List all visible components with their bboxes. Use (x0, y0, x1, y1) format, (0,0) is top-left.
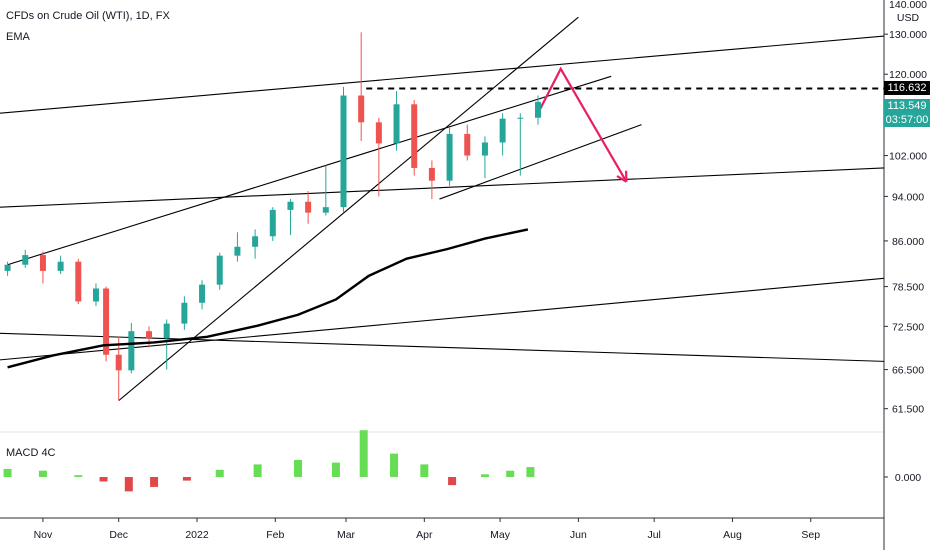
macd-bar (183, 477, 191, 481)
candle-body[interactable] (217, 256, 223, 285)
symbol-title[interactable]: CFDs on Crude Oil (WTI), 1D, FX (6, 10, 170, 22)
macd-bar (254, 464, 262, 477)
candle-body[interactable] (5, 265, 11, 271)
candle-body[interactable] (270, 210, 276, 236)
macd-bar (150, 477, 158, 487)
candle-body[interactable] (128, 331, 134, 370)
time-tick-label: Dec (109, 529, 128, 541)
candle-body[interactable] (116, 355, 122, 371)
time-tick-label: Jul (647, 529, 660, 541)
price-tick-label: 102.000 (889, 151, 927, 163)
time-tick-label: Jun (570, 529, 587, 541)
current-level-tag: 116.632 (884, 81, 930, 95)
macd-bar (481, 474, 489, 477)
price-tick-label: 130.000 (889, 29, 927, 41)
axes-layer[interactable]: 130.000120.000110.000102.00094.00086.000… (34, 0, 928, 541)
macd-bar (216, 470, 224, 477)
candle-body[interactable] (146, 331, 152, 338)
price-tick-label: 66.500 (892, 365, 924, 377)
ema-line[interactable] (8, 229, 528, 367)
chart-frame (0, 0, 884, 550)
macd-layer (4, 430, 535, 491)
macd-bar (4, 469, 12, 477)
candle-body[interactable] (517, 118, 523, 119)
macd-legend[interactable]: MACD 4C (6, 447, 56, 459)
time-tick-label: Feb (266, 529, 284, 541)
candle-body[interactable] (411, 104, 417, 168)
candle-body[interactable] (40, 255, 46, 271)
price-tick-label: 61.500 (892, 404, 924, 416)
candle-body[interactable] (181, 303, 187, 324)
macd-bar (506, 471, 514, 477)
candle-body[interactable] (287, 202, 293, 210)
candle-body[interactable] (482, 142, 488, 155)
candle-body[interactable] (500, 119, 506, 143)
candle-body[interactable] (358, 96, 364, 123)
time-tick-label: Nov (34, 529, 53, 541)
candle-body[interactable] (22, 255, 28, 265)
candle-body[interactable] (164, 324, 170, 339)
candle-body[interactable] (376, 122, 382, 143)
currency-label[interactable]: USD (897, 12, 920, 24)
candle-body[interactable] (305, 202, 311, 213)
candle-body[interactable] (58, 262, 64, 271)
macd-bar (294, 460, 302, 477)
candle-body[interactable] (252, 236, 258, 246)
macd-bar (526, 467, 534, 477)
macd-bar (125, 477, 133, 491)
candle-body[interactable] (464, 134, 470, 156)
macd-bar (332, 463, 340, 477)
price-tick-label: 120.000 (889, 69, 927, 81)
macd-bar (100, 477, 108, 482)
trendline[interactable] (0, 168, 884, 207)
candle-body[interactable] (323, 207, 329, 212)
time-tick-label: Sep (801, 529, 820, 541)
time-tick-label: Aug (723, 529, 742, 541)
price-tick-label: 94.000 (892, 191, 924, 203)
candle-body[interactable] (447, 134, 453, 181)
time-tick-label: May (490, 529, 511, 541)
ema-legend[interactable]: EMA (6, 31, 30, 43)
candle-body[interactable] (75, 262, 81, 302)
candle-body[interactable] (199, 285, 205, 303)
price-axis-top-label: 140.000 (889, 0, 927, 11)
candle-body[interactable] (535, 102, 541, 118)
time-tick-label: 2022 (185, 529, 209, 541)
time-tick-label: Mar (337, 529, 356, 541)
macd-bar (448, 477, 456, 485)
macd-bar (39, 471, 47, 477)
candle-body[interactable] (429, 168, 435, 181)
candle-body[interactable] (394, 104, 400, 143)
last-price-tag: 113.549 (884, 99, 930, 113)
ema-layer (8, 229, 528, 367)
candle-body[interactable] (234, 247, 240, 256)
price-tick-label: 78.500 (892, 282, 924, 294)
macd-bar (420, 464, 428, 477)
time-tick-label: Apr (416, 529, 433, 541)
candles-layer[interactable] (5, 32, 541, 400)
macd-bar (74, 475, 82, 477)
macd-bar (360, 430, 368, 477)
macd-bar (390, 454, 398, 477)
trendline[interactable] (0, 36, 884, 113)
countdown-tag: 03:57:00 (884, 113, 930, 127)
price-tick-label: 72.500 (892, 321, 924, 333)
price-tick-label: 86.000 (892, 236, 924, 248)
macd-tick-label: 0.000 (895, 472, 921, 484)
candle-body[interactable] (340, 96, 346, 208)
candle-body[interactable] (93, 288, 99, 301)
